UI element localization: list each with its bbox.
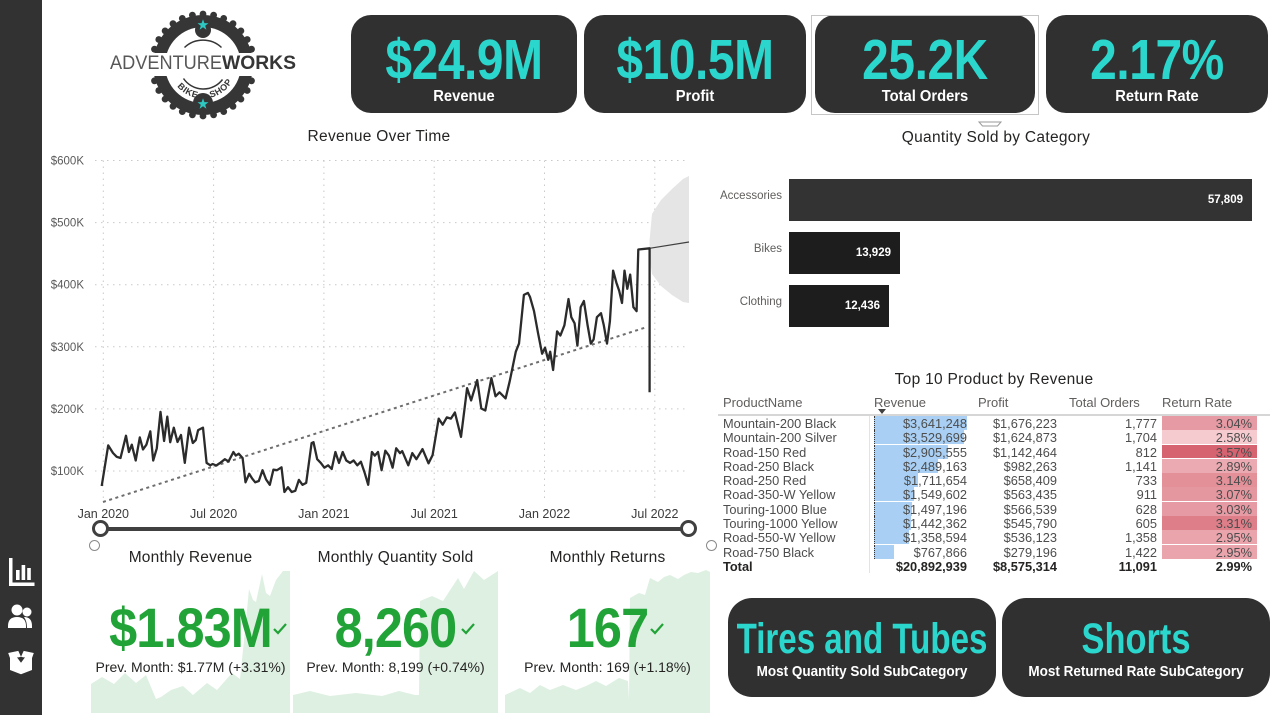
svg-text:$500K: $500K [51, 218, 85, 230]
svg-text:$100K: $100K [51, 466, 85, 478]
svg-text:$400K: $400K [51, 280, 85, 292]
svg-text:Jul 2020: Jul 2020 [190, 507, 237, 521]
svg-text:Jul 2021: Jul 2021 [411, 507, 458, 521]
svg-text:$200K: $200K [51, 404, 85, 416]
svg-text:WORKS: WORKS [222, 53, 296, 74]
svg-text:Jan 2022: Jan 2022 [519, 507, 570, 521]
svg-text:ADVENTURE: ADVENTURE [110, 53, 222, 74]
svg-text:Jan 2021: Jan 2021 [298, 507, 349, 521]
svg-text:$300K: $300K [51, 342, 85, 354]
svg-text:$600K: $600K [51, 156, 85, 168]
svg-text:Jul 2022: Jul 2022 [631, 507, 678, 521]
svg-text:Jan 2020: Jan 2020 [78, 507, 129, 521]
